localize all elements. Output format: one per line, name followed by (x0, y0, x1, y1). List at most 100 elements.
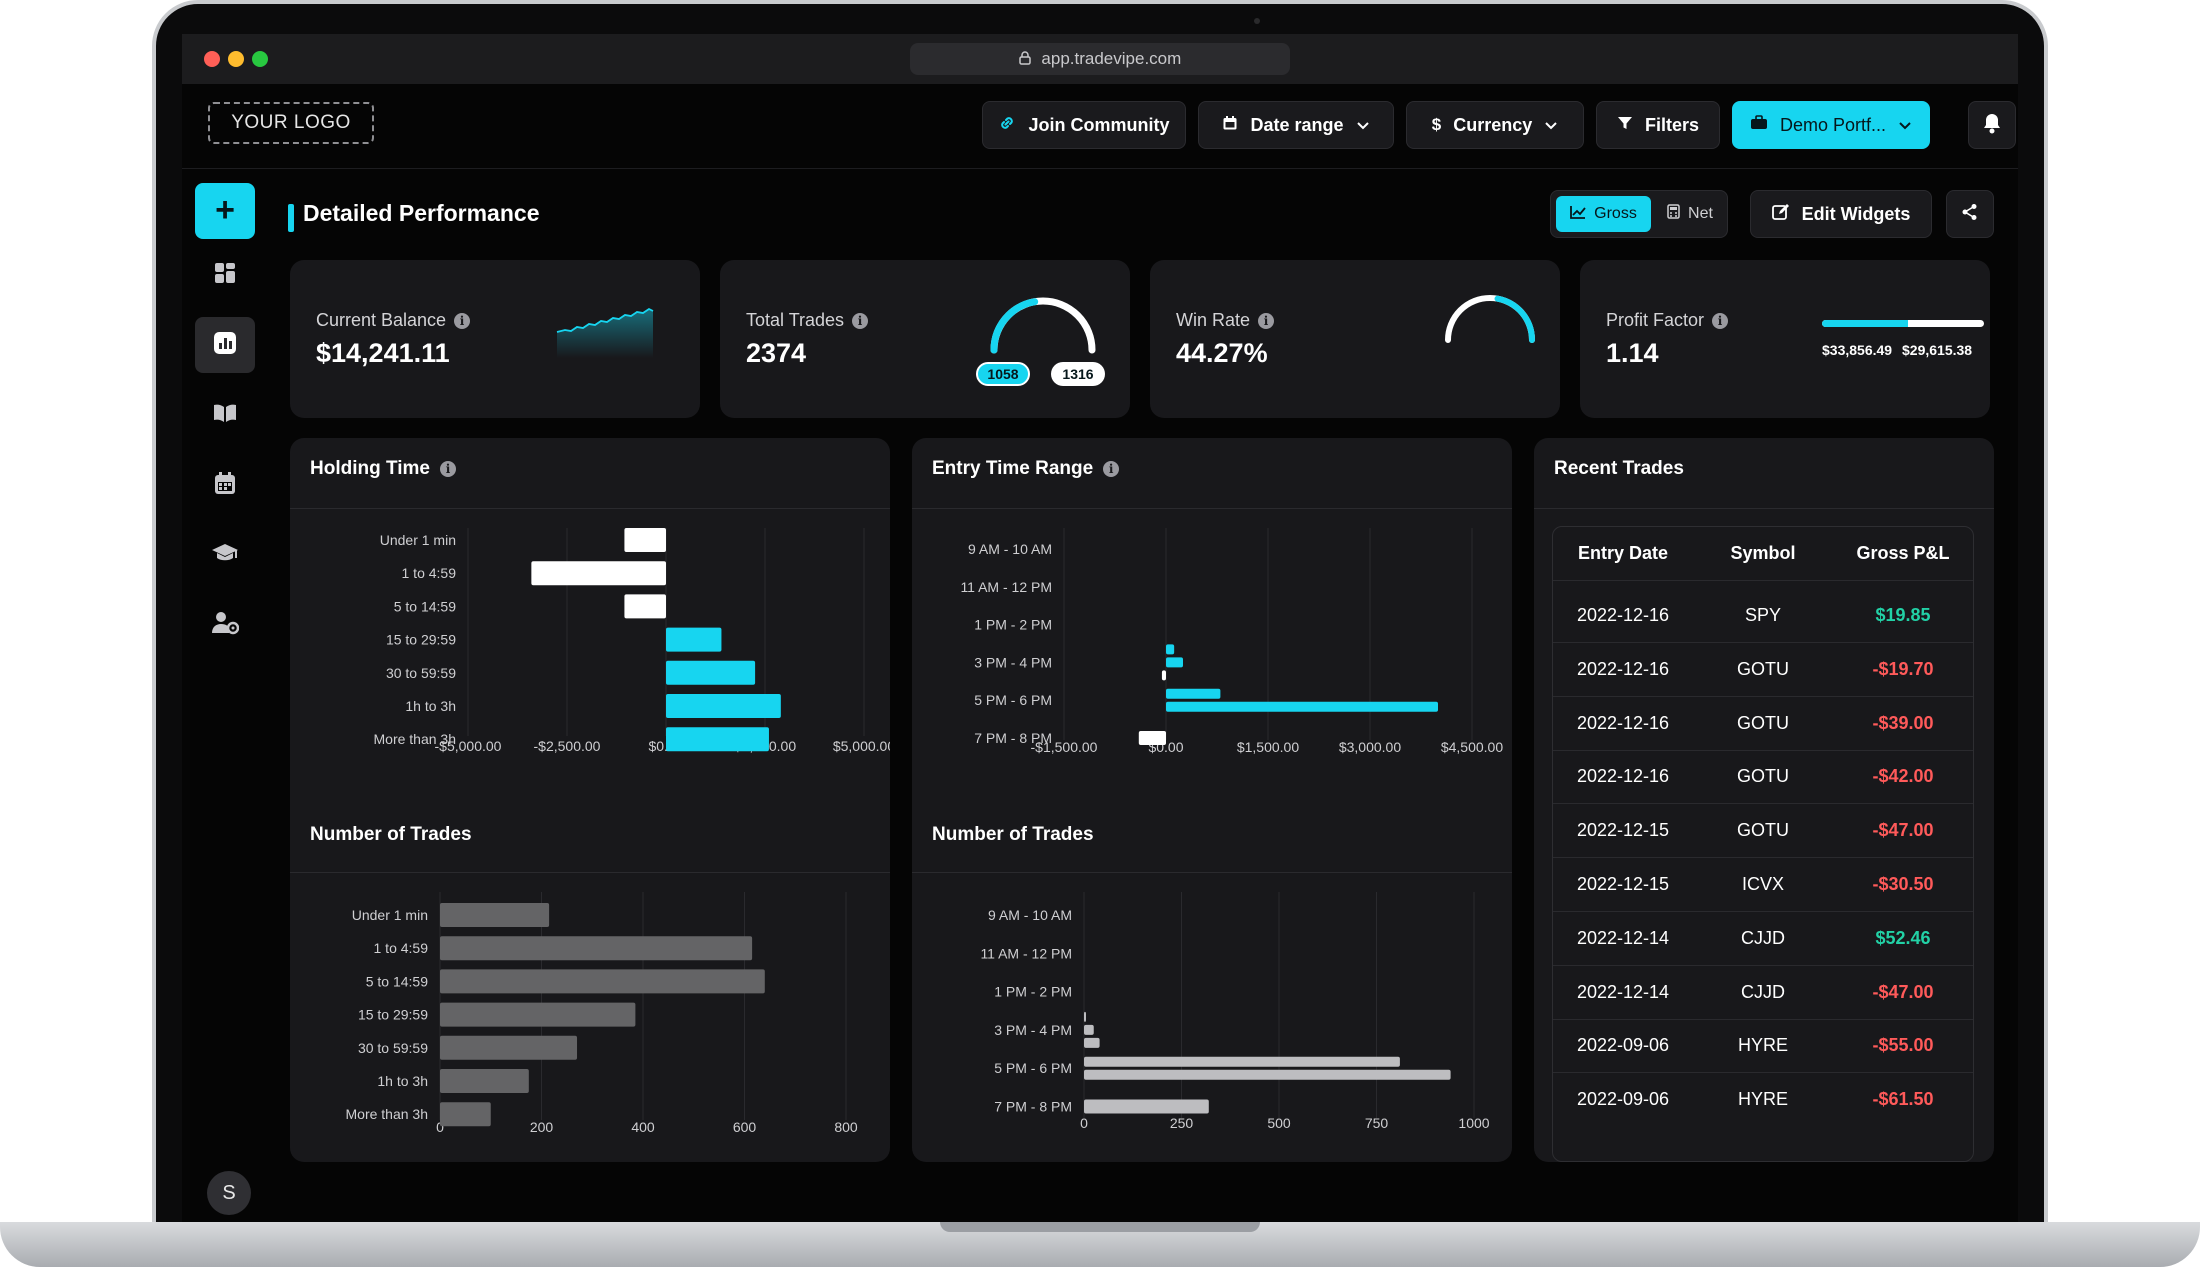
bar[interactable] (440, 1035, 578, 1060)
briefcase-icon (1750, 114, 1768, 136)
info-icon[interactable]: i (852, 312, 869, 329)
y-category-label: More than 3h (374, 731, 457, 747)
lock-icon (1018, 49, 1042, 68)
holding-time-chart: -$5,000.00-$2,500.00$0.00$2,500.00$5,000… (374, 528, 890, 754)
journal-icon (212, 402, 238, 429)
address-bar[interactable]: app.tradevipe.com (910, 43, 1290, 75)
date-range-dropdown[interactable]: Date range (1198, 101, 1394, 149)
info-icon[interactable]: i (1258, 312, 1275, 329)
bar[interactable] (624, 594, 666, 619)
table-row[interactable]: 2022-12-15 GOTU -$47.00 (1553, 804, 1973, 859)
bell-icon (1982, 112, 2002, 139)
bar[interactable] (1161, 670, 1166, 681)
bar[interactable] (440, 1102, 491, 1127)
column-header: Gross P&L (1856, 543, 1950, 563)
bar[interactable] (1138, 731, 1166, 745)
sidebar-item-user-settings[interactable] (195, 597, 255, 653)
sidebar-item-journal[interactable] (195, 387, 255, 443)
sidebar-item-reports[interactable] (195, 317, 255, 373)
add-button[interactable]: + (195, 183, 255, 239)
bar[interactable] (440, 903, 550, 927)
join-community-button[interactable]: Join Community (982, 101, 1186, 149)
recent-trades-table: Entry Date Symbol Gross P&L 2022-12-16 SPY $1… (1552, 526, 1974, 1162)
table-row[interactable]: 2022-09-06 HYRE -$61.50 (1553, 1073, 1973, 1126)
table-row[interactable]: 2022-12-14 CJJD $52.46 (1553, 912, 1973, 966)
current-balance-value: $14,241.11 (316, 338, 450, 368)
gross-pnl-cell: -$55.00 (1872, 1035, 1934, 1056)
currency-dropdown[interactable]: $ Currency (1406, 101, 1584, 149)
x-tick-label: 0 (436, 1119, 444, 1135)
gross-pnl-cell: $52.46 (1875, 927, 1931, 948)
bar[interactable] (1084, 1011, 1086, 1022)
gross-net-toggle: Gross Net (1550, 190, 1728, 238)
portfolio-dropdown[interactable]: Demo Portf... (1732, 101, 1930, 149)
current-balance-label: Current Balance i (316, 310, 471, 331)
gross-toggle[interactable]: Gross (1556, 196, 1651, 232)
bar[interactable] (1084, 1056, 1400, 1067)
x-tick-label: -$5,000.00 (435, 738, 502, 754)
table-row[interactable]: 2022-12-16 GOTU -$19.70 (1553, 643, 1973, 697)
info-icon[interactable]: i (1712, 312, 1729, 329)
page-title: Detailed Performance (303, 200, 540, 226)
bar[interactable] (666, 694, 781, 718)
info-icon[interactable]: i (1103, 461, 1120, 477)
table-row[interactable]: 2022-12-16 GOTU -$42.00 (1553, 750, 1973, 805)
y-category-label: 3 PM - 4 PM (994, 1022, 1072, 1038)
maximize-window-button[interactable] (252, 51, 268, 67)
reports-icon (213, 331, 237, 360)
logo[interactable]: YOUR LOGO (208, 102, 374, 144)
gross-pnl-cell: -$47.00 (1872, 981, 1934, 1002)
info-icon[interactable]: i (454, 312, 471, 329)
minimize-window-button[interactable] (228, 51, 244, 67)
info-icon[interactable]: i (439, 461, 456, 477)
y-category-label: 1h to 3h (405, 698, 456, 714)
table-row[interactable]: 2022-12-16 GOTU -$39.00 (1553, 697, 1973, 751)
win-rate-label: Win Rate i (1176, 310, 1275, 331)
symbol-cell: GOTU (1737, 820, 1789, 841)
bar[interactable] (1166, 701, 1438, 712)
table-row[interactable]: 2022-12-14 CJJD -$47.00 (1553, 966, 1973, 1020)
join-community-label: Join Community (1028, 114, 1170, 135)
bar[interactable] (531, 561, 666, 586)
bar[interactable] (1166, 688, 1221, 699)
y-category-label: 1 to 4:59 (402, 565, 457, 581)
entry-date-cell: 2022-12-15 (1576, 874, 1670, 894)
bar[interactable] (666, 727, 769, 752)
symbol-cell: HYRE (1737, 1035, 1788, 1056)
bar[interactable] (624, 528, 666, 552)
bar[interactable] (1084, 1024, 1094, 1035)
x-tick-label: 400 (631, 1119, 655, 1135)
bar[interactable] (666, 627, 722, 652)
number-of-trades-entry-chart: 0 250 500 750 1000 9 AM - 10 AM 11 AM - 12 PM 1… (980, 892, 1490, 1131)
table-row[interactable]: 2022-12-15 ICVX -$30.50 (1553, 858, 1973, 912)
net-toggle[interactable]: Net (1657, 196, 1723, 232)
bar[interactable] (1166, 657, 1183, 668)
close-window-button[interactable] (204, 51, 220, 67)
divider (1534, 508, 1994, 509)
bar[interactable] (440, 1069, 529, 1093)
edit-widgets-button[interactable]: Edit Widgets (1750, 190, 1932, 238)
table-row[interactable]: 2022-12-16 SPY $19.85 (1553, 589, 1973, 643)
share-button[interactable] (1946, 190, 1994, 238)
line-chart-icon (1570, 205, 1586, 224)
sidebar-item-dashboard[interactable] (195, 247, 255, 303)
bar[interactable] (1084, 1069, 1451, 1080)
divider (912, 872, 1512, 873)
bar[interactable] (1084, 1099, 1209, 1114)
edit-icon (1771, 203, 1790, 226)
filters-button[interactable]: Filters (1596, 101, 1720, 149)
bar[interactable] (440, 936, 753, 961)
sidebar-item-education[interactable] (195, 527, 255, 583)
y-category-label: 1h to 3h (377, 1073, 428, 1089)
bar[interactable] (666, 660, 756, 685)
bar[interactable] (440, 1002, 636, 1027)
notifications-button[interactable] (1968, 101, 2016, 149)
sidebar-item-calendar[interactable] (195, 457, 255, 513)
bar[interactable] (440, 969, 765, 994)
entry-date-cell: 2022-12-16 (1576, 766, 1670, 787)
bar[interactable] (1084, 1037, 1100, 1048)
entry-date-cell: 2022-12-16 (1576, 712, 1670, 733)
avatar[interactable]: S (207, 1171, 251, 1215)
table-row[interactable]: 2022-09-06 HYRE -$55.00 (1553, 1019, 1973, 1074)
bar[interactable] (1166, 644, 1175, 655)
